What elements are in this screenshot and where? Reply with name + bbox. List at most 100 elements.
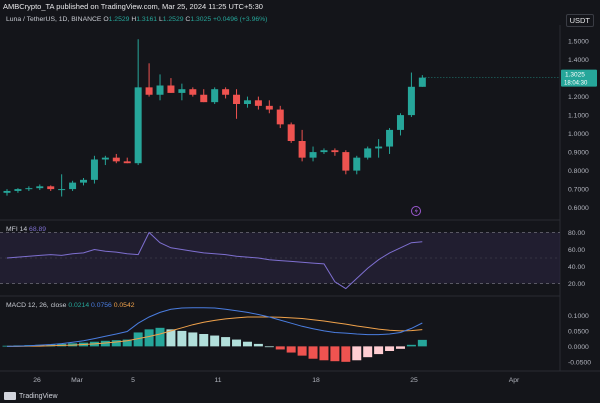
mfi-tick-label: 60.00 <box>568 247 585 254</box>
alert-icon <box>411 206 421 216</box>
macd-histogram-bar <box>374 346 384 355</box>
candle-body <box>178 89 186 93</box>
candle-body <box>243 100 251 104</box>
macd-histogram-bar <box>385 346 395 351</box>
time-tick-label: 5 <box>131 377 135 384</box>
macd-histogram-bar <box>232 339 242 347</box>
price-tick-label: 0.6000 <box>568 205 589 212</box>
candle-body <box>265 105 273 110</box>
macd-histogram-bar <box>253 343 263 347</box>
price-tick-label: 0.8000 <box>568 168 589 175</box>
candle-body <box>25 188 33 190</box>
candle-body <box>276 109 284 125</box>
candle-body <box>287 124 295 141</box>
candle-body <box>375 146 383 149</box>
candle-body <box>320 150 328 153</box>
candle-body <box>211 89 219 103</box>
price-tick-label: 1.1000 <box>568 113 589 120</box>
candle-body <box>353 157 361 171</box>
candle-body <box>58 189 66 191</box>
macd-histogram-bar <box>319 346 329 361</box>
candle-body <box>156 85 164 95</box>
low-value: 1.2529 <box>162 16 184 23</box>
price-tick-label: 0.7000 <box>568 187 589 194</box>
macd-histogram-bar <box>406 344 416 347</box>
candle-body <box>47 186 55 190</box>
open-value: 1.2529 <box>108 16 130 23</box>
candle-body <box>418 77 426 87</box>
open-label: O <box>103 16 109 23</box>
candle-body <box>309 152 317 158</box>
time-tick-label: 18 <box>312 377 320 384</box>
macd-histogram-bar <box>210 335 220 347</box>
candle-body <box>134 87 142 164</box>
high-label: H <box>131 16 137 23</box>
time-tick-label: 25 <box>410 377 418 384</box>
candle-body <box>90 159 98 180</box>
footer: TradingView <box>4 392 58 400</box>
macd-histogram-bar <box>286 346 296 353</box>
macd-signal-value: 0.0542 <box>113 302 135 309</box>
time-tick-label: 11 <box>214 377 221 384</box>
price-tick-label: 1.4000 <box>568 57 589 64</box>
macd-histogram-bar <box>177 330 187 347</box>
mfi-legend: MFI 14 68.89 <box>6 226 46 233</box>
macd-histogram-bar <box>275 346 285 350</box>
macd-histogram-bar <box>133 332 143 347</box>
macd-histogram-bar <box>352 346 362 361</box>
price-tick-label: 1.5000 <box>568 39 589 46</box>
candle-body <box>167 85 175 93</box>
macd-histogram-bar <box>221 337 231 347</box>
macd-histogram-bar <box>144 329 154 347</box>
candle-body <box>80 179 88 183</box>
countdown-value: 18:04:30 <box>564 81 588 87</box>
macd-histogram-bar <box>100 340 110 347</box>
macd-histogram-bar <box>188 332 198 347</box>
candle-body <box>123 161 131 164</box>
symbol-label: Luna / TetherUS, 1D, BINANCE <box>6 16 102 23</box>
candle-body <box>145 87 153 95</box>
tradingview-logo-icon <box>4 392 16 400</box>
macd-label: MACD 12, 26, close <box>6 302 67 309</box>
candle-body <box>189 89 197 95</box>
candle-body <box>298 141 306 158</box>
publisher-line: AMBCrypto_TA published on TradingView.co… <box>3 2 263 11</box>
candle-body <box>200 94 208 103</box>
close-label: C <box>185 16 191 23</box>
candle-body <box>233 94 241 104</box>
macd-histogram-bar <box>395 346 405 349</box>
currency-label[interactable]: USDT <box>565 14 594 27</box>
last-price-value: 1.3025 <box>565 72 585 79</box>
price-tick-label: 1.2000 <box>568 94 589 101</box>
candle-body <box>14 189 22 191</box>
macd-line <box>6 307 423 347</box>
macd-signal-line <box>7 316 423 347</box>
price-tick-label: 0.9000 <box>568 150 589 157</box>
mfi-label: MFI 14 <box>6 226 28 233</box>
candle-body <box>396 115 404 130</box>
macd-histogram-bar <box>308 346 318 359</box>
change-value: +0.0496 (+3.96%) <box>213 16 268 23</box>
macd-hist-value: 0.0214 <box>68 302 90 309</box>
macd-histogram-bar <box>199 334 209 347</box>
mfi-tick-label: 80.00 <box>568 230 585 237</box>
price-legend: Luna / TetherUS, 1D, BINANCE O1.2529 H1.… <box>6 16 267 23</box>
macd-line-value: 0.0756 <box>91 302 112 309</box>
candle-body <box>36 186 44 189</box>
macd-histogram-bar <box>166 329 176 347</box>
candle-body <box>364 148 372 158</box>
footer-brand: TradingView <box>19 392 58 400</box>
price-tick-label: 1.0000 <box>568 131 589 138</box>
candle-body <box>254 100 262 106</box>
high-value: 1.3161 <box>136 16 158 23</box>
macd-tick-label: 0.0000 <box>568 344 589 351</box>
mfi-tick-label: 40.00 <box>568 264 585 271</box>
candle-body <box>331 150 339 153</box>
time-tick-label: Mar <box>71 377 83 384</box>
macd-legend: MACD 12, 26, close 0.0214 0.0756 0.0542 <box>6 302 135 309</box>
macd-tick-label: 0.1000 <box>568 313 589 320</box>
macd-histogram-bar <box>330 346 340 362</box>
candle-body <box>342 152 350 171</box>
candle-body <box>386 129 394 147</box>
